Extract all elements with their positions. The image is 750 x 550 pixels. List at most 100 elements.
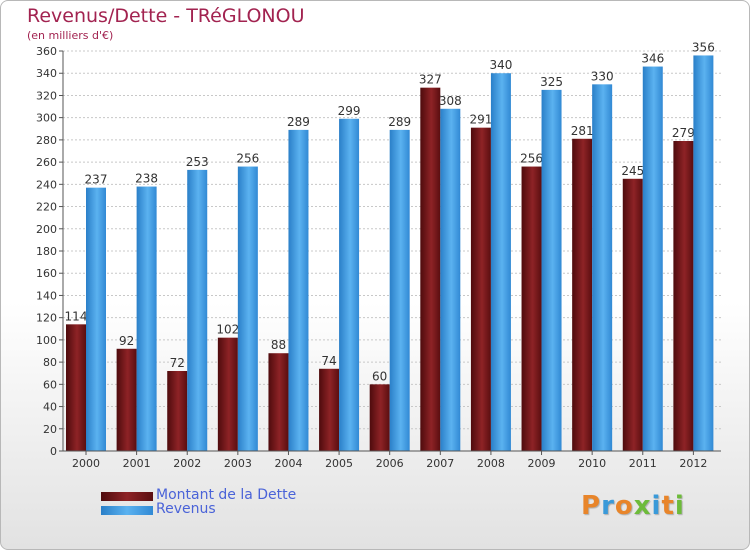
- data-label-dette-2007: 327: [419, 73, 442, 87]
- x-tick-label: 2005: [325, 457, 353, 470]
- bar-dette-2009: [521, 166, 542, 452]
- x-tick-label: 2008: [477, 457, 505, 470]
- y-tick-label: 180: [36, 245, 57, 258]
- legend-label-revenus: Revenus: [156, 501, 216, 517]
- data-label-revenus-2003: 256: [236, 152, 259, 166]
- bar-revenus-2008: [490, 73, 511, 451]
- x-tick-label: 2009: [528, 457, 556, 470]
- data-label-revenus-2002: 253: [186, 155, 209, 169]
- bar-revenus-2002: [187, 169, 208, 451]
- logo-letter: o: [614, 491, 634, 521]
- bar-dette-2005: [319, 368, 340, 451]
- data-label-dette-2001: 92: [119, 334, 134, 348]
- x-tick-label: 2011: [629, 457, 657, 470]
- data-label-revenus-2010: 330: [591, 69, 614, 83]
- y-tick-label: 340: [36, 67, 57, 80]
- y-tick-label: 120: [36, 312, 57, 325]
- x-tick-label: 2012: [679, 457, 707, 470]
- y-tick-label: 80: [43, 356, 57, 369]
- x-tick-label: 2004: [274, 457, 302, 470]
- data-label-dette-2003: 102: [216, 323, 239, 337]
- bar-revenus-2003: [237, 166, 258, 452]
- data-label-revenus-2011: 346: [641, 52, 664, 66]
- bar-dette-2011: [622, 178, 643, 451]
- bar-revenus-2000: [86, 187, 106, 451]
- logo-letter: x: [633, 491, 652, 521]
- bar-revenus-2011: [642, 66, 663, 452]
- data-label-dette-2012: 279: [672, 126, 695, 140]
- data-label-dette-2004: 88: [271, 338, 286, 352]
- y-tick-label: 320: [36, 89, 57, 102]
- data-label-dette-2006: 60: [372, 369, 387, 383]
- proxiti-logo: Proxiti: [581, 491, 685, 521]
- y-tick-label: 160: [36, 267, 57, 280]
- x-tick-label: 2003: [224, 457, 252, 470]
- x-tick-label: 2006: [376, 457, 404, 470]
- data-label-revenus-2007: 308: [439, 94, 462, 108]
- bar-dette-2002: [167, 371, 188, 451]
- y-tick-label: 40: [43, 401, 57, 414]
- x-tick-label: 2000: [72, 457, 100, 470]
- logo-letter: i: [651, 491, 662, 521]
- data-label-dette-2005: 74: [321, 354, 336, 368]
- data-label-revenus-2006: 289: [388, 115, 411, 129]
- y-tick-label: 240: [36, 178, 57, 191]
- data-label-revenus-2008: 340: [489, 58, 512, 72]
- y-tick-label: 200: [36, 223, 57, 236]
- bar-dette-2012: [673, 141, 694, 451]
- data-label-revenus-2005: 299: [338, 104, 361, 118]
- bar-revenus-2005: [339, 118, 360, 452]
- logo-letter: P: [581, 491, 602, 521]
- legend-label-dette: Montant de la Dette: [156, 487, 297, 503]
- data-label-revenus-2012: 356: [692, 40, 715, 54]
- legend-swatch-dette: [101, 492, 153, 501]
- data-label-dette-2008: 291: [469, 113, 492, 127]
- bar-dette-2007: [420, 87, 441, 452]
- bar-revenus-2006: [389, 129, 410, 451]
- data-label-revenus-2009: 325: [540, 75, 563, 89]
- y-tick-label: 100: [36, 334, 57, 347]
- chart-title: Revenus/Dette - TRéGLONOU: [27, 5, 305, 27]
- x-tick-label: 2010: [578, 457, 606, 470]
- bar-dette-2006: [369, 384, 390, 451]
- bar-dette-2003: [217, 337, 238, 451]
- bar-revenus-2010: [592, 84, 613, 451]
- data-label-dette-2000: 114: [65, 309, 88, 323]
- data-label-dette-2010: 281: [571, 124, 594, 138]
- bar-revenus-2007: [440, 108, 461, 452]
- bar-dette-2004: [268, 353, 289, 451]
- bar-revenus-2001: [136, 186, 157, 452]
- data-label-dette-2002: 72: [170, 356, 185, 370]
- x-tick-label: 2002: [173, 457, 201, 470]
- bar-revenus-2012: [693, 55, 714, 451]
- y-tick-label: 300: [36, 112, 57, 125]
- y-tick-label: 220: [36, 201, 57, 214]
- data-label-revenus-2000: 237: [85, 173, 108, 187]
- y-tick-label: 360: [36, 45, 57, 58]
- bar-dette-2008: [470, 127, 491, 452]
- y-tick-label: 140: [36, 289, 57, 302]
- data-label-revenus-2004: 289: [287, 115, 310, 129]
- data-label-dette-2011: 245: [621, 164, 644, 178]
- chart-subtitle: (en milliers d'€): [27, 29, 114, 42]
- data-label-revenus-2001: 238: [135, 172, 158, 186]
- logo-letter: t: [661, 491, 675, 521]
- x-tick-label: 2007: [426, 457, 454, 470]
- bar-dette-2010: [572, 138, 593, 451]
- y-tick-label: 60: [43, 378, 57, 391]
- bar-revenus-2009: [541, 89, 562, 451]
- y-tick-label: 20: [43, 423, 57, 436]
- logo-letter: r: [601, 491, 615, 521]
- bar-dette-2000: [66, 324, 86, 451]
- x-tick-label: 2001: [123, 457, 151, 470]
- data-label-dette-2009: 256: [520, 152, 543, 166]
- y-tick-label: 0: [50, 445, 57, 458]
- y-tick-label: 280: [36, 134, 57, 147]
- bar-dette-2001: [116, 348, 137, 451]
- legend-swatch-revenus: [101, 506, 153, 515]
- bar-revenus-2004: [288, 129, 309, 451]
- logo-letter: i: [674, 491, 685, 521]
- y-tick-label: 260: [36, 156, 57, 169]
